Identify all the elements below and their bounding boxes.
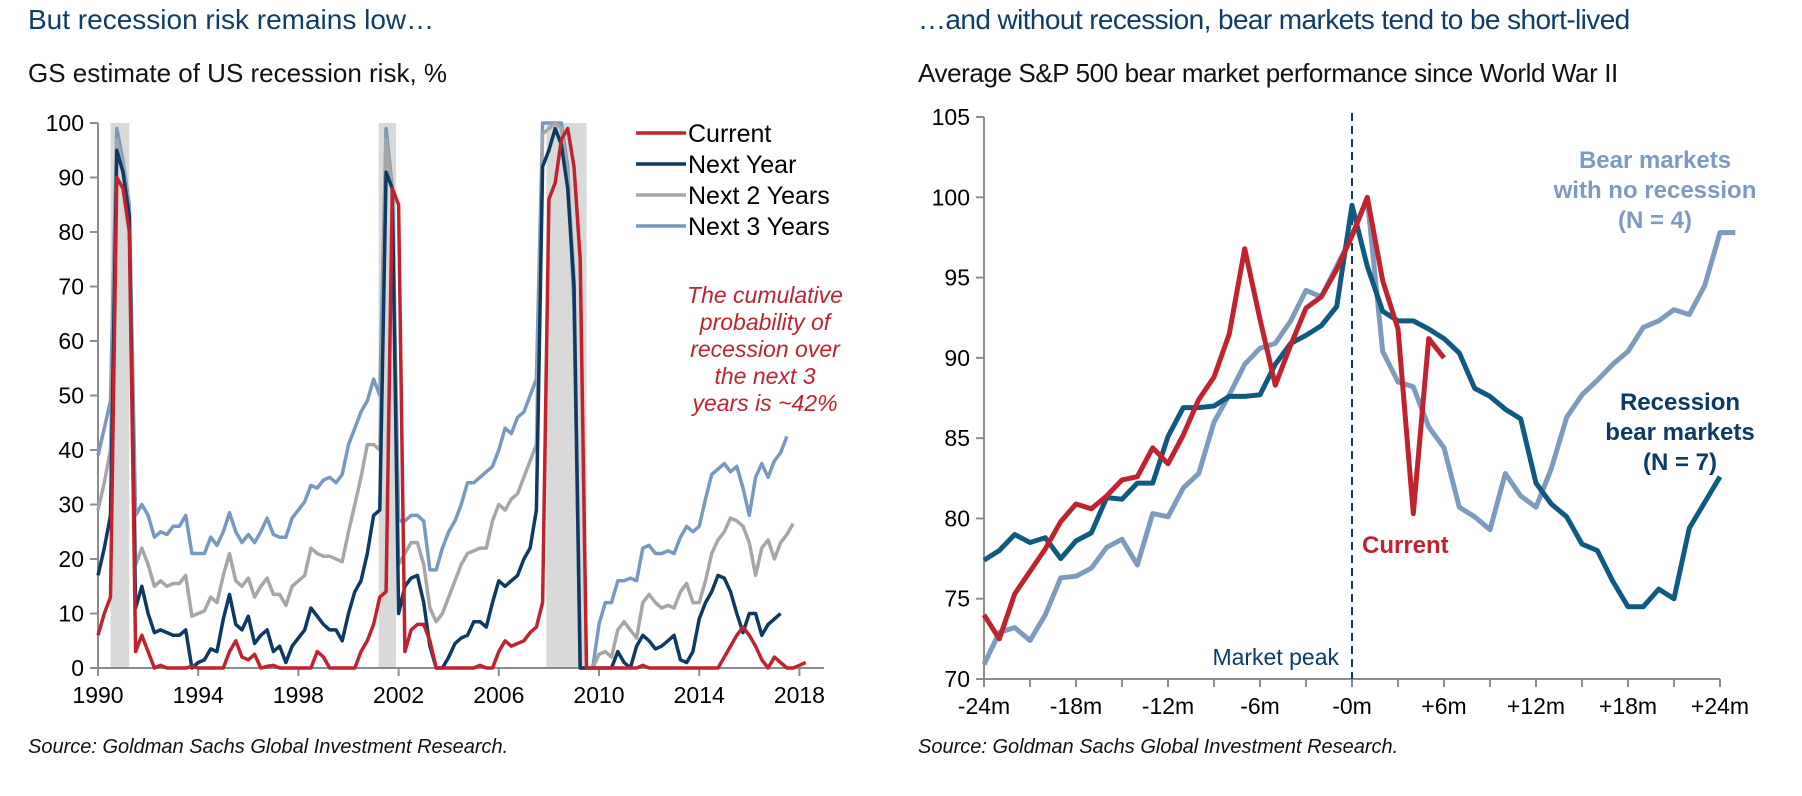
y-tick-label: 105 [932,104,970,130]
x-tick-label: 1990 [72,682,123,708]
y-tick-label: 95 [944,265,970,291]
left-panel-subtitle: GS estimate of US recession risk, % [28,58,448,88]
x-tick-label: 2006 [473,682,524,708]
series-line-current [981,194,1446,642]
legend-label: Current [688,120,771,148]
cumulative-probability-annotation: the next 3 [714,363,815,389]
no-recession-label: (N = 4) [1618,207,1692,234]
x-tick-label: -0m [1332,693,1372,719]
y-tick-label: 20 [58,546,84,572]
series-line-next-3-years [96,121,789,670]
y-tick-label: 40 [58,437,84,463]
no-recession-label: Bear markets [1579,147,1731,174]
cumulative-probability-annotation: recession over [690,336,841,362]
x-tick-label: +6m [1421,693,1466,719]
y-tick-label: 90 [944,345,970,371]
x-tick-label: 2010 [573,682,624,708]
y-tick-label: 75 [944,586,970,612]
y-tick-label: 70 [58,274,84,300]
recession-risk-chart: 0 10 20 30 40 50 60 70 80 90 100 1990 1994 1998 2002 20… [46,110,843,708]
x-tick-label: -6m [1240,693,1280,719]
cumulative-probability-annotation: years is ~42% [690,390,837,416]
y-tick-label: 80 [944,505,970,531]
right-source-note: Source: Goldman Sachs Global Investment … [918,736,1399,758]
cumulative-probability-annotation: The cumulative [687,282,843,308]
recession-label: Recession [1620,389,1740,416]
bear-market-chart: 70 75 80 85 90 95 100 105 -24m -18m -12m -6m -0m +6m +… [932,104,1757,719]
x-tick-label: +24m [1691,693,1749,719]
x-tick-label: 2002 [373,682,424,708]
y-tick-label: 10 [58,601,84,627]
y-tick-label: 70 [944,666,970,692]
no-recession-label: with no recession [1553,177,1757,204]
series-line-next-2-years [96,121,795,670]
y-tick-label: 80 [58,219,84,245]
legend-label: Next 2 Years [688,182,830,210]
x-tick-label: -18m [1050,693,1102,719]
x-tick-label: 2018 [774,682,825,708]
x-tick-label: +12m [1507,693,1565,719]
y-tick-label: 0 [71,655,84,681]
recession-label: (N = 7) [1643,449,1717,476]
cumulative-probability-annotation: probability of [699,309,833,335]
y-tick-label: 85 [944,425,970,451]
market-peak-label: Market peak [1212,644,1339,670]
left-panel-title: But recession risk remains low… [28,4,435,35]
x-tick-label: 1994 [173,682,224,708]
y-tick-label: 50 [58,383,84,409]
right-panel-subtitle: Average S&P 500 bear market performance … [918,58,1618,88]
x-tick-label: 2014 [674,682,725,708]
left-source-note: Source: Goldman Sachs Global Investment … [28,736,509,758]
legend-label: Next Year [688,151,796,179]
legend-label: Next 3 Years [688,213,830,241]
x-tick-label: +18m [1599,693,1657,719]
x-tick-label: -24m [958,693,1010,719]
y-tick-label: 90 [58,165,84,191]
y-tick-label: 30 [58,492,84,518]
series-line-next-year [96,126,782,670]
y-tick-label: 60 [58,328,84,354]
current-label: Current [1362,532,1449,559]
y-tick-label: 100 [932,184,970,210]
x-tick-label: 1998 [273,682,324,708]
recession-label: bear markets [1605,419,1754,446]
x-tick-label: -12m [1142,693,1194,719]
series-line-current [96,126,807,670]
right-panel-title: …and without recession, bear markets ten… [918,4,1630,35]
y-tick-label: 100 [46,110,84,136]
